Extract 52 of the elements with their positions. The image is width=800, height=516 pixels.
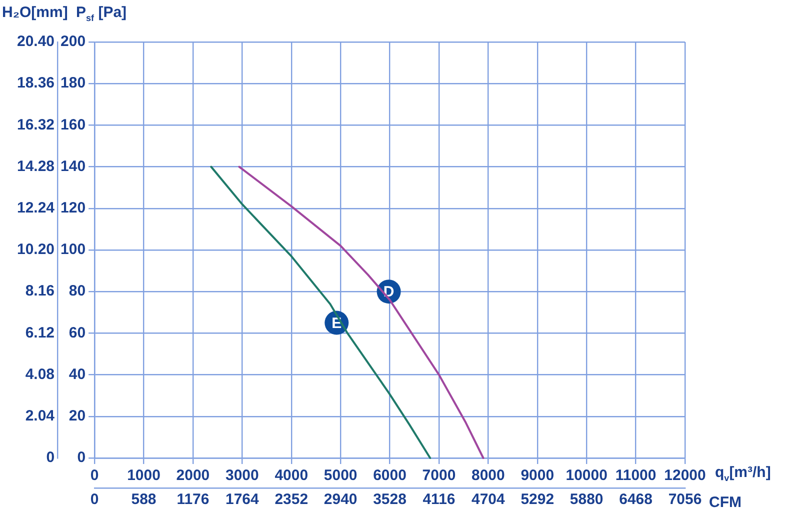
y2-tick-label: 10.20	[16, 241, 55, 258]
y2-tick-label: 18.36	[16, 74, 55, 92]
y-tick-label: 160	[60, 116, 86, 134]
x2-tick-label: 3528	[373, 491, 406, 508]
y-tick-label: 20	[68, 408, 86, 425]
x-tick-label: 9000	[520, 467, 554, 484]
x2-tick-label: 2352	[274, 491, 308, 508]
y2-tick-label: 20.40	[16, 33, 55, 50]
y2-tick-label: 8.16	[25, 282, 55, 300]
x-tick-label: 11000	[615, 467, 656, 484]
x-tick-label: 2000	[176, 467, 210, 484]
x-tick-label: 4000	[274, 467, 308, 484]
y-tick-label: 120	[60, 200, 86, 217]
y-tick-label: 180	[60, 74, 86, 92]
y-tick-label: 40	[68, 366, 86, 383]
y2-tick-label: 16.32	[16, 116, 55, 134]
x2-tick-label: 4116	[422, 491, 456, 508]
x2-tick-label: 2940	[324, 491, 358, 508]
y-tick-label: 200	[60, 33, 86, 50]
x-tick-label: 12000	[664, 467, 706, 484]
y2-tick-label: 0	[46, 449, 55, 466]
x-tick-label: 1000	[127, 467, 160, 484]
y-axis-title: P$_{sf}$ [Pa]	[76, 4, 127, 23]
x2-tick-label: 5292	[520, 491, 554, 508]
x-axis-title: q$_{v}$[m³/h]	[715, 464, 771, 483]
y2-tick-label: 6.12	[25, 324, 55, 342]
y-tick-label: 80	[68, 282, 86, 300]
x2-tick-label: 0	[90, 491, 99, 508]
y2-tick-label: 2.04	[25, 408, 56, 425]
x-tick-label: 0	[90, 467, 99, 484]
y-tick-label: 100	[60, 241, 86, 258]
x2-tick-label: 1764	[225, 491, 260, 508]
x-tick-label: 7000	[422, 467, 456, 484]
y2-tick-label: 14.28	[16, 158, 55, 175]
x2-tick-label: 7056	[668, 491, 702, 508]
y-tick-label: 60	[68, 324, 86, 342]
x-tick-label: 5000	[324, 467, 358, 484]
x-tick-label: 6000	[373, 467, 406, 484]
x2-tick-label: 4704	[472, 491, 506, 508]
y-tick-label: 140	[60, 158, 86, 175]
y2-tick-label: 12.24	[16, 200, 56, 217]
y-tick-label: 0	[77, 449, 86, 466]
x2-tick-label: 588	[131, 491, 156, 508]
x-tick-label: 8000	[472, 467, 505, 484]
y2-axis-title: H₂O[mm]	[2, 4, 68, 21]
x2-tick-label: 5880	[570, 491, 604, 508]
x-tick-label: 3000	[225, 467, 259, 484]
x2-axis-title: CFM	[709, 494, 742, 511]
x2-tick-label: 1176	[176, 491, 210, 508]
y2-tick-label: 4.08	[25, 366, 55, 383]
x-tick-label: 10000	[566, 467, 608, 484]
x2-tick-label: 6468	[619, 491, 652, 508]
